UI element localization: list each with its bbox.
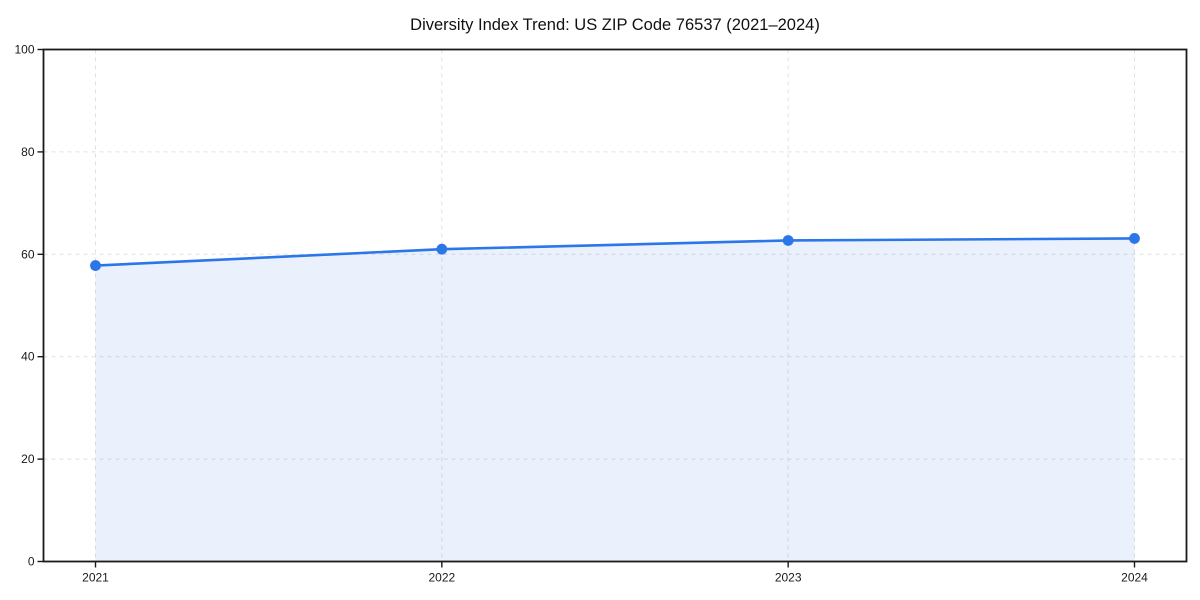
- data-point-marker: [1129, 233, 1140, 244]
- x-tick-label: 2023: [775, 571, 802, 585]
- y-tick-label: 20: [21, 452, 35, 466]
- x-tick-label: 2024: [1121, 571, 1148, 585]
- y-tick-label: 40: [21, 350, 35, 364]
- plot-area: 0 20 40 60 80 100 2021 2022 2023 2024: [14, 43, 1188, 585]
- data-point-marker: [90, 260, 101, 271]
- y-tick-label: 100: [14, 43, 34, 57]
- data-line: [94, 237, 1136, 267]
- y-tick-label: 80: [21, 145, 35, 159]
- x-tick-label: 2021: [82, 571, 109, 585]
- y-tick-label: 0: [28, 555, 35, 569]
- area-fill: [95, 238, 1135, 562]
- chart-title: Diversity Index Trend: US ZIP Code 76537…: [410, 16, 820, 34]
- x-tick-label: 2022: [428, 571, 455, 585]
- data-point-marker: [782, 235, 794, 246]
- plot-frame: [42, 48, 1188, 563]
- y-tick-label: 60: [21, 247, 35, 261]
- data-point-marker: [436, 243, 448, 255]
